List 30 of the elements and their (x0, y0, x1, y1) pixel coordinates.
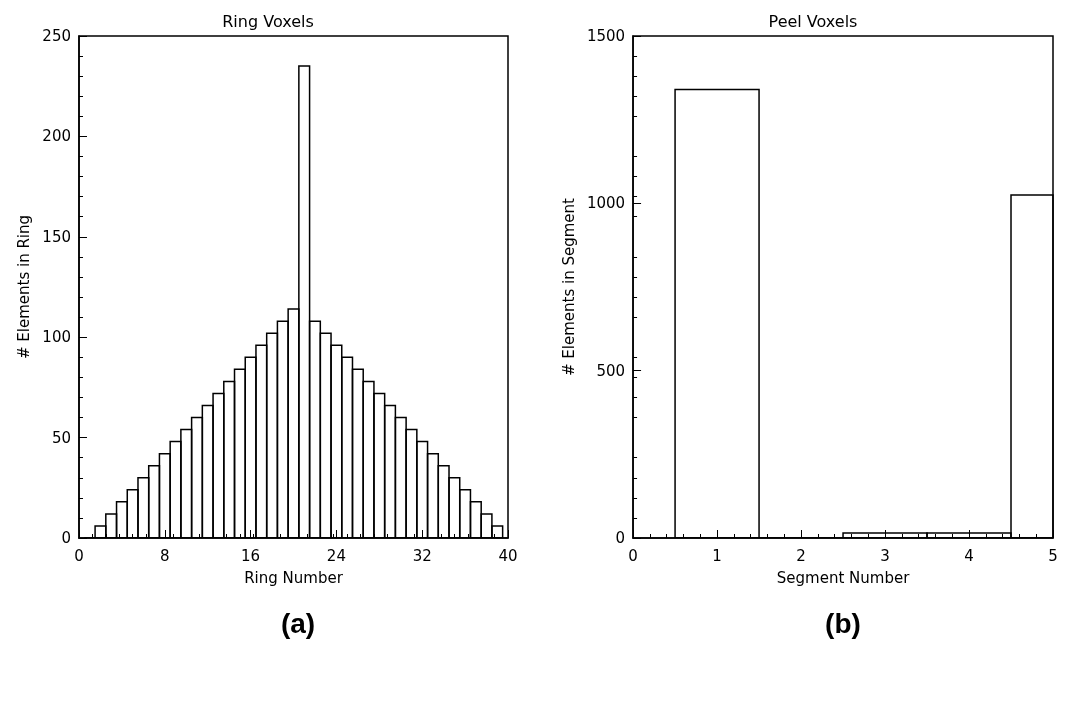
x-axis-title: Ring Number (244, 568, 344, 587)
x-tick-label: 0 (628, 546, 638, 565)
chart-title: Ring Voxels (222, 11, 314, 31)
y-axis-title: # Elements in Ring (14, 214, 33, 360)
y-tick-label: 50 (51, 428, 71, 447)
x-tick-label: 0 (74, 546, 84, 565)
x-tick-label: 16 (241, 546, 261, 565)
y-tick-label: 0 (615, 529, 626, 547)
x-tick-label: 4 (964, 546, 974, 565)
y-tick-label: 250 (42, 27, 71, 45)
x-tick-label: 32 (412, 546, 432, 565)
text: (b) (824, 608, 862, 640)
x-axis-title: Segment Number (776, 568, 911, 587)
y-tick-label: 100 (42, 328, 71, 347)
x-tick-label: 3 (880, 546, 890, 565)
x-tick-label: 24 (326, 546, 346, 565)
y-tick-label: 1500 (586, 27, 626, 45)
y-tick-label: 0 (61, 529, 71, 547)
x-tick-label: 8 (160, 546, 170, 565)
text: (a) (279, 608, 317, 640)
y-tick-label: 200 (42, 127, 71, 146)
chart-title: Peel Voxels (768, 11, 858, 31)
x-tick-label: 40 (498, 546, 518, 565)
y-tick-label: 500 (596, 361, 626, 380)
x-tick-label: 2 (796, 546, 806, 565)
x-tick-label: 5 (1048, 546, 1058, 565)
y-axis-title: # Elements in Segment (559, 197, 578, 376)
y-tick-label: 150 (42, 227, 71, 246)
y-tick-label: 1000 (586, 194, 626, 213)
x-tick-label: 1 (712, 546, 722, 565)
